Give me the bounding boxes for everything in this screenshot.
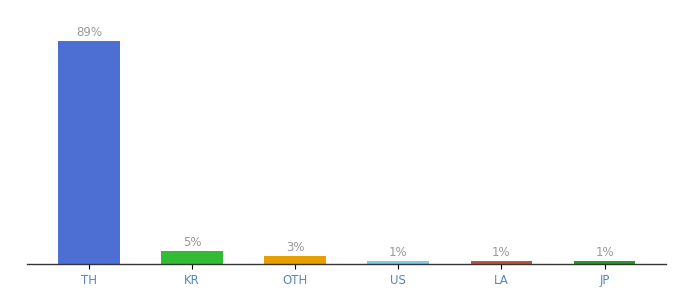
- Bar: [161, 251, 223, 264]
- Text: 89%: 89%: [76, 26, 102, 39]
- Bar: [471, 262, 532, 264]
- Text: 1%: 1%: [389, 247, 408, 260]
- Bar: [265, 256, 326, 264]
- Text: 1%: 1%: [492, 247, 511, 260]
- Text: 1%: 1%: [595, 247, 614, 260]
- Text: 3%: 3%: [286, 242, 305, 254]
- Bar: [58, 41, 120, 264]
- Bar: [367, 262, 429, 264]
- Bar: [574, 262, 636, 264]
- Text: 5%: 5%: [183, 236, 201, 250]
